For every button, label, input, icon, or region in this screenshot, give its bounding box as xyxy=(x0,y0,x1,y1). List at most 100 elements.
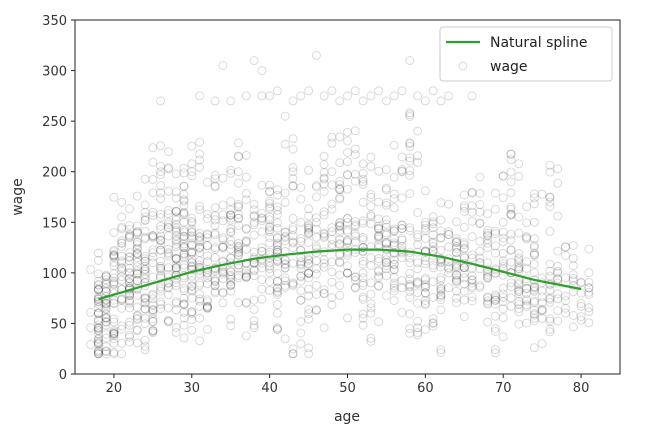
data-point xyxy=(249,220,259,230)
data-point xyxy=(389,278,399,288)
data-point xyxy=(210,245,220,254)
data-point xyxy=(125,248,134,258)
data-point xyxy=(296,295,306,305)
data-point xyxy=(249,199,259,209)
data-point xyxy=(132,249,142,259)
data-point xyxy=(296,234,306,243)
data-point xyxy=(397,166,407,176)
data-point xyxy=(101,275,111,285)
data-point xyxy=(561,303,570,313)
data-point xyxy=(405,309,415,319)
data-point xyxy=(148,294,158,304)
data-point xyxy=(483,317,493,327)
data-point xyxy=(522,300,532,310)
data-point xyxy=(561,291,570,301)
data-point xyxy=(148,306,158,316)
x-tick-label: 60 xyxy=(417,381,434,396)
data-point xyxy=(218,287,228,297)
data-point xyxy=(265,261,275,271)
data-point xyxy=(234,209,243,219)
data-point xyxy=(413,328,423,338)
data-point xyxy=(498,297,508,306)
data-point xyxy=(265,212,275,222)
data-point xyxy=(405,108,415,118)
data-point xyxy=(101,313,111,323)
data-point xyxy=(506,149,516,159)
data-point xyxy=(272,245,282,255)
data-point xyxy=(280,197,290,207)
data-point xyxy=(195,248,205,258)
data-point xyxy=(101,346,111,356)
data-point xyxy=(553,178,563,188)
data-point xyxy=(335,281,345,290)
data-point xyxy=(179,313,189,323)
data-point xyxy=(187,254,197,264)
data-point xyxy=(319,289,329,299)
data-point xyxy=(545,294,555,304)
data-point xyxy=(319,174,329,184)
data-point xyxy=(467,187,477,197)
data-point xyxy=(327,138,337,148)
data-point xyxy=(156,167,166,177)
x-tick-label: 20 xyxy=(106,381,123,396)
data-point xyxy=(280,255,290,265)
data-point xyxy=(272,324,282,334)
data-point xyxy=(420,220,430,230)
data-point xyxy=(210,181,220,191)
data-point xyxy=(187,247,197,257)
data-point xyxy=(428,263,438,273)
data-point xyxy=(272,185,282,195)
data-point xyxy=(93,339,103,349)
data-point xyxy=(304,238,314,247)
data-point xyxy=(163,244,173,254)
data-point xyxy=(405,166,415,176)
data-point xyxy=(226,210,236,220)
data-point xyxy=(280,259,290,269)
data-point xyxy=(132,325,142,335)
data-point xyxy=(467,91,477,101)
y-axis-label: wage xyxy=(10,178,26,216)
data-point xyxy=(195,228,205,238)
data-point xyxy=(195,262,205,272)
data-point xyxy=(506,257,516,267)
data-point xyxy=(210,96,220,106)
data-point xyxy=(202,214,212,223)
data-point xyxy=(272,283,282,293)
data-point xyxy=(179,286,189,296)
data-point xyxy=(498,261,508,271)
data-point xyxy=(498,283,508,293)
data-point xyxy=(529,283,539,293)
data-point xyxy=(171,253,181,263)
data-point xyxy=(428,293,438,302)
data-point xyxy=(483,271,493,281)
data-point xyxy=(288,96,298,106)
data-point xyxy=(226,239,236,249)
data-point xyxy=(405,293,415,302)
data-point xyxy=(210,174,220,184)
data-point xyxy=(444,242,454,252)
data-point xyxy=(343,213,352,223)
data-point xyxy=(226,277,236,287)
data-point xyxy=(125,277,134,287)
data-point xyxy=(459,252,469,262)
data-point xyxy=(311,269,321,279)
data-point xyxy=(335,194,345,204)
data-point xyxy=(195,302,205,312)
data-point xyxy=(506,229,516,239)
data-point xyxy=(397,248,407,258)
data-point xyxy=(420,280,430,290)
data-point xyxy=(140,304,150,314)
data-point xyxy=(109,278,119,288)
data-point xyxy=(156,282,166,292)
data-point xyxy=(140,212,150,222)
data-point xyxy=(218,210,228,220)
data-point xyxy=(381,200,391,210)
data-point xyxy=(529,282,539,292)
data-point xyxy=(226,314,236,324)
data-point xyxy=(381,96,391,106)
data-point xyxy=(413,278,423,288)
data-point xyxy=(545,314,555,324)
data-point xyxy=(241,172,251,182)
data-point xyxy=(109,249,119,259)
data-point xyxy=(304,228,314,238)
